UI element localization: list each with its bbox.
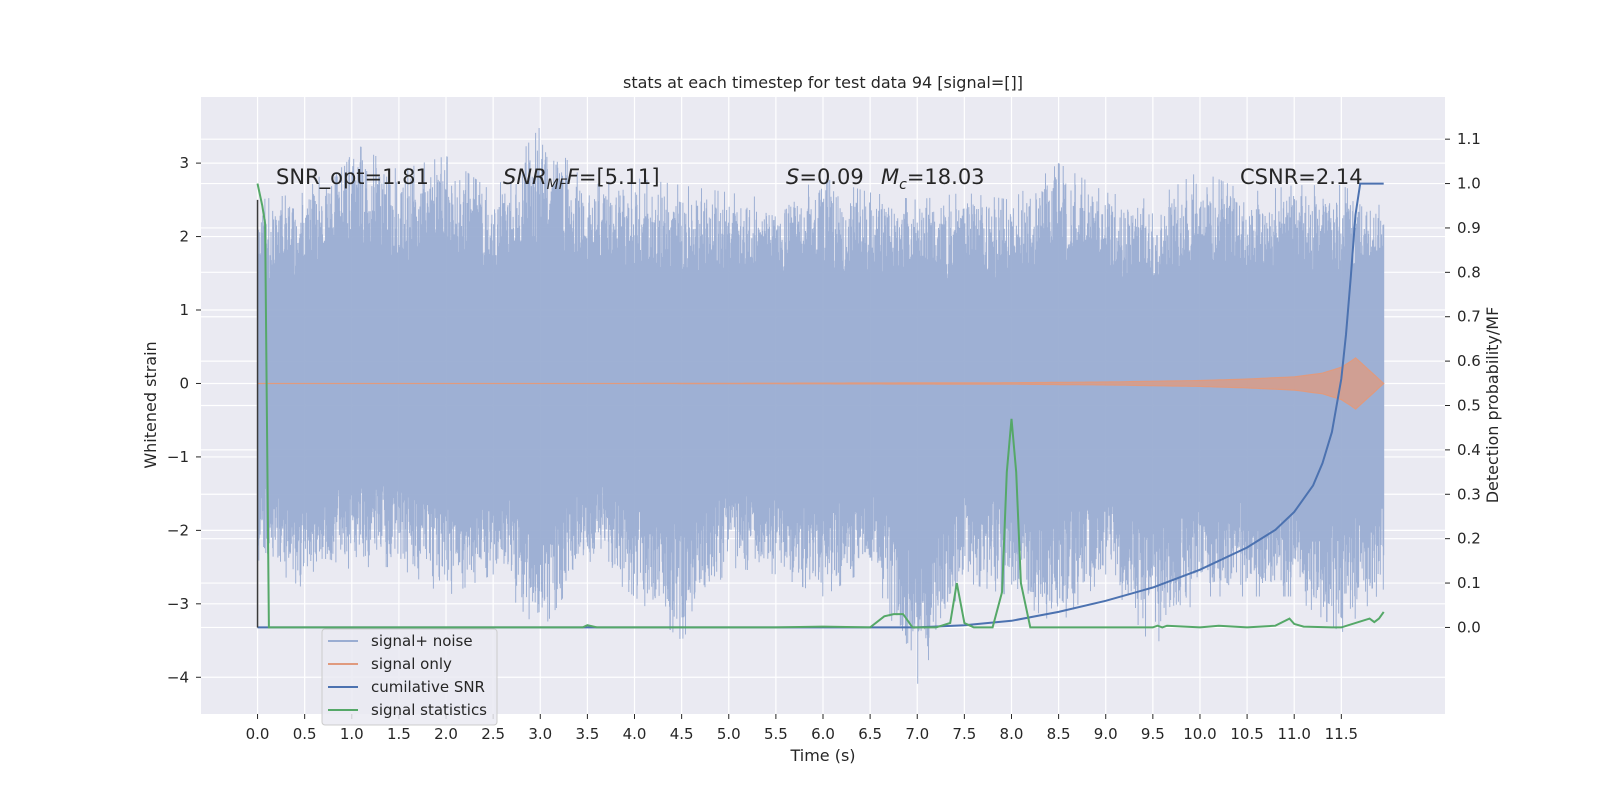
y-left-tick-label-3: 0 [179, 374, 189, 392]
signal-statistics-line [256, 183, 1385, 629]
y-right-axis-ticks: 1.1 1.0 0.9 0.8 0.7 0.6 0.5 0.4 0.3 0.2 0.1 0.0 [1445, 130, 1481, 636]
signal-only-trace [257, 357, 1385, 410]
y-right-tick-label-11: 0.0 [1457, 618, 1481, 636]
y-left-tick-label-0: 3 [179, 154, 189, 172]
y-right-tick-label-0: 1.1 [1457, 130, 1481, 148]
x-tick-label-2: 1.0 [340, 725, 364, 743]
y-left-axis-label: Whitened strain [141, 341, 160, 468]
annotation-snr-mf: SNRMFF=[5.11] [503, 165, 660, 193]
x-tick-label-18: 9.0 [1094, 725, 1118, 743]
x-tick-label-11: 5.5 [764, 725, 788, 743]
y-right-tick-label-2: 0.9 [1457, 219, 1481, 237]
y-left-tick-label-1: 2 [179, 228, 189, 246]
series-signal-statistics [256, 183, 1385, 629]
annotation-snr-opt: SNR_opt=1.81 [276, 165, 429, 190]
y-right-tick-label-9: 0.2 [1457, 530, 1481, 548]
x-tick-label-6: 3.0 [528, 725, 552, 743]
x-tick-label-13: 6.5 [858, 725, 882, 743]
x-tick-label-10: 5.0 [717, 725, 741, 743]
y-right-tick-label-4: 0.7 [1457, 308, 1481, 326]
x-tick-label-17: 8.5 [1047, 725, 1071, 743]
x-tick-label-23: 11.5 [1325, 725, 1358, 743]
plot-area [256, 127, 1385, 684]
annotation-s: S=0.09 [786, 165, 864, 189]
x-tick-label-14: 7.0 [905, 725, 929, 743]
series-signal-noise [257, 127, 1385, 684]
legend: signal+ noise signal only cumilative SNR… [321, 628, 498, 726]
annotations: SNR_opt=1.81 SNRMFF=[5.11] S=0.09 Mc=18.… [276, 165, 1363, 193]
y-left-tick-label-5: −2 [167, 521, 189, 539]
x-tick-label-20: 10.0 [1183, 725, 1216, 743]
y-right-axis-label: Detection probability/MF [1483, 307, 1502, 504]
legend-label-signal-noise: signal+ noise [371, 632, 473, 650]
signal-noise-trace [257, 127, 1385, 684]
x-tick-label-12: 6.0 [811, 725, 835, 743]
y-right-tick-label-7: 0.4 [1457, 441, 1481, 459]
x-tick-label-19: 9.5 [1141, 725, 1165, 743]
x-tick-label-1: 0.5 [293, 725, 317, 743]
x-tick-label-3: 1.5 [387, 725, 411, 743]
x-tick-label-0: 0.0 [246, 725, 270, 743]
legend-label-signal-statistics: signal statistics [371, 701, 487, 719]
x-tick-label-22: 11.0 [1278, 725, 1311, 743]
y-left-tick-label-4: −1 [167, 448, 189, 466]
series-signal-only [257, 357, 1385, 410]
y-right-tick-label-3: 0.8 [1457, 263, 1481, 281]
chart-title: stats at each timestep for test data 94 … [623, 73, 1023, 92]
x-tick-label-8: 4.0 [623, 725, 647, 743]
x-tick-label-4: 2.0 [434, 725, 458, 743]
series-cumilative-snr [256, 182, 1384, 629]
annotation-csnr: CSNR=2.14 [1240, 165, 1363, 189]
x-tick-label-7: 3.5 [575, 725, 599, 743]
legend-label-signal-only: signal only [371, 655, 452, 673]
y-left-tick-label-6: −3 [167, 595, 189, 613]
x-axis-label: Time (s) [789, 746, 855, 765]
y-right-tick-label-1: 1.0 [1457, 175, 1481, 193]
y-left-tick-label-7: −4 [167, 668, 189, 686]
y-right-tick-label-8: 0.3 [1457, 485, 1481, 503]
y-right-tick-label-6: 0.5 [1457, 397, 1481, 415]
y-right-tick-label-10: 0.1 [1457, 574, 1481, 592]
cumilative-snr-line [257, 182, 1384, 629]
annotation-mc: Mc=18.03 [881, 165, 985, 193]
x-tick-label-9: 4.5 [670, 725, 694, 743]
y-right-tick-label-5: 0.6 [1457, 352, 1481, 370]
x-tick-label-15: 7.5 [952, 725, 976, 743]
x-tick-label-5: 2.5 [481, 725, 505, 743]
legend-box [321, 628, 498, 726]
x-tick-label-21: 10.5 [1230, 725, 1263, 743]
x-tick-label-16: 8.0 [1000, 725, 1024, 743]
legend-label-cumilative-snr: cumilative SNR [371, 678, 485, 696]
y-left-tick-label-2: 1 [179, 301, 189, 319]
x-axis-ticks: 0.0 0.5 1.0 1.5 2.0 2.5 3.0 3.5 4.0 4.5 5.0 5.5 6.0 6… [246, 714, 1358, 743]
y-left-axis-ticks: 3 2 1 0 −1 −2 −3 −4 [167, 154, 201, 686]
